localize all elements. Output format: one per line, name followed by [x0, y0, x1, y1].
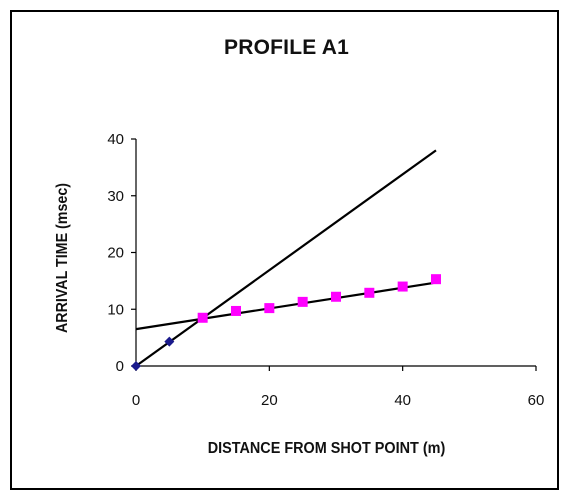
data-point-square [297, 296, 308, 307]
data-point-square [364, 287, 375, 298]
x-axis-label: DISTANCE FROM SHOT POINT (m) [207, 440, 446, 457]
data-point-square [197, 312, 208, 323]
y-tick-label: 20 [107, 245, 124, 262]
y-tick-label: 10 [107, 301, 124, 318]
data-point-square [397, 281, 408, 292]
data-point-square [264, 303, 275, 314]
y-tick-label: 0 [116, 358, 124, 375]
y-tick-label: 40 [107, 131, 124, 148]
x-tick-label: 40 [394, 392, 411, 409]
fit-line [135, 149, 437, 367]
data-point-square [231, 305, 241, 316]
x-tick-label: 20 [261, 392, 278, 409]
data-point-square [431, 274, 441, 285]
chart-title: PROFILE A1 [224, 36, 349, 59]
fit-line [135, 281, 437, 331]
chart-frame [10, 10, 559, 490]
data-point-square [331, 291, 341, 302]
data-point-diamond [164, 336, 175, 347]
y-tick-label: 30 [107, 188, 124, 205]
data-point-diamond [131, 361, 141, 371]
x-tick-label: 60 [528, 392, 545, 409]
x-tick-label: 0 [132, 392, 140, 409]
